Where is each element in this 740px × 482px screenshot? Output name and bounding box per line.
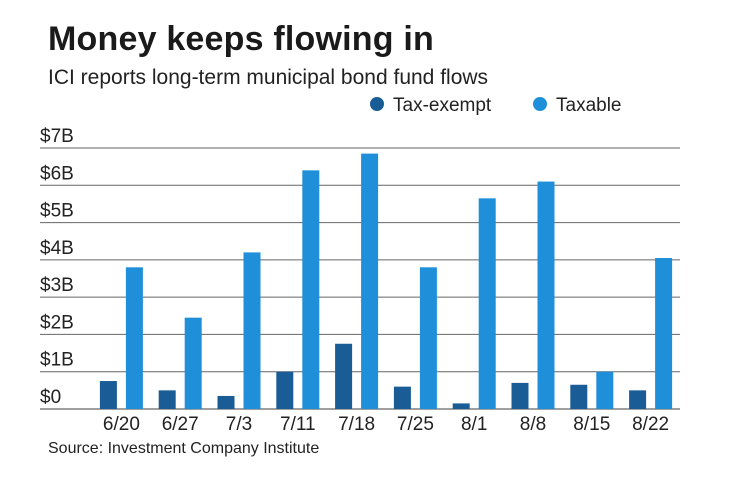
x-tick-label: 7/3 [226,414,252,435]
bar-tax-exempt [276,371,294,409]
y-tick-label: $1B [40,350,74,371]
bar-tax-exempt [511,382,529,409]
y-axis-labels: $0 $1B $2B $3B $4B $5B $6B $7B [40,126,74,408]
legend-swatch-taxable [533,97,547,111]
x-tick-label: 8/8 [520,414,546,435]
bar-taxable [243,252,261,409]
bar-tax-exempt [158,390,176,409]
bar-taxable [125,267,143,409]
bar-tax-exempt [452,403,470,409]
bars [99,153,673,409]
bar-taxable [655,257,673,409]
bar-tax-exempt [393,386,411,409]
y-tick-label: $6B [40,163,74,184]
x-tick-label: 8/15 [573,414,610,435]
y-tick-label: $4B [40,238,74,259]
chart-subtitle: ICI reports long-term municipal bond fun… [48,66,489,89]
x-tick-label: 8/1 [461,414,487,435]
y-tick-label: $0 [40,387,61,408]
bar-tax-exempt [570,384,588,409]
bar-taxable [478,198,496,409]
x-tick-label: 7/18 [338,414,375,435]
y-tick-label: $3B [40,275,74,296]
legend: Tax-exempt Taxable [370,95,622,116]
bar-tax-exempt [99,381,117,409]
x-tick-label: 6/27 [162,414,199,435]
x-tick-label: 7/11 [280,414,316,435]
legend-label-taxable: Taxable [556,95,622,116]
bar-taxable [184,317,202,409]
legend-swatch-tax-exempt [370,97,384,111]
x-tick-label: 8/22 [632,414,669,435]
bar-tax-exempt [629,390,647,409]
y-tick-label: $5B [40,201,74,222]
x-axis-labels: 6/20 6/27 7/3 7/11 7/18 7/25 8/1 8/8 8/15 8/22 [103,414,669,435]
y-tick-label: $2B [40,312,74,333]
bar-taxable [419,267,437,409]
bar-taxable [596,371,614,409]
x-tick-label: 6/20 [103,414,140,435]
legend-label-tax-exempt: Tax-exempt [393,95,492,116]
bar-taxable [537,181,555,409]
bar-tax-exempt [335,343,353,409]
x-tick-label: 7/25 [397,414,434,435]
chart-title: Money keeps flowing in [48,20,435,58]
source-note: Source: Investment Company Institute [48,440,320,457]
bar-tax-exempt [217,395,235,409]
bar-taxable [302,170,320,409]
bar-taxable [361,153,379,409]
y-tick-label: $7B [40,126,74,147]
